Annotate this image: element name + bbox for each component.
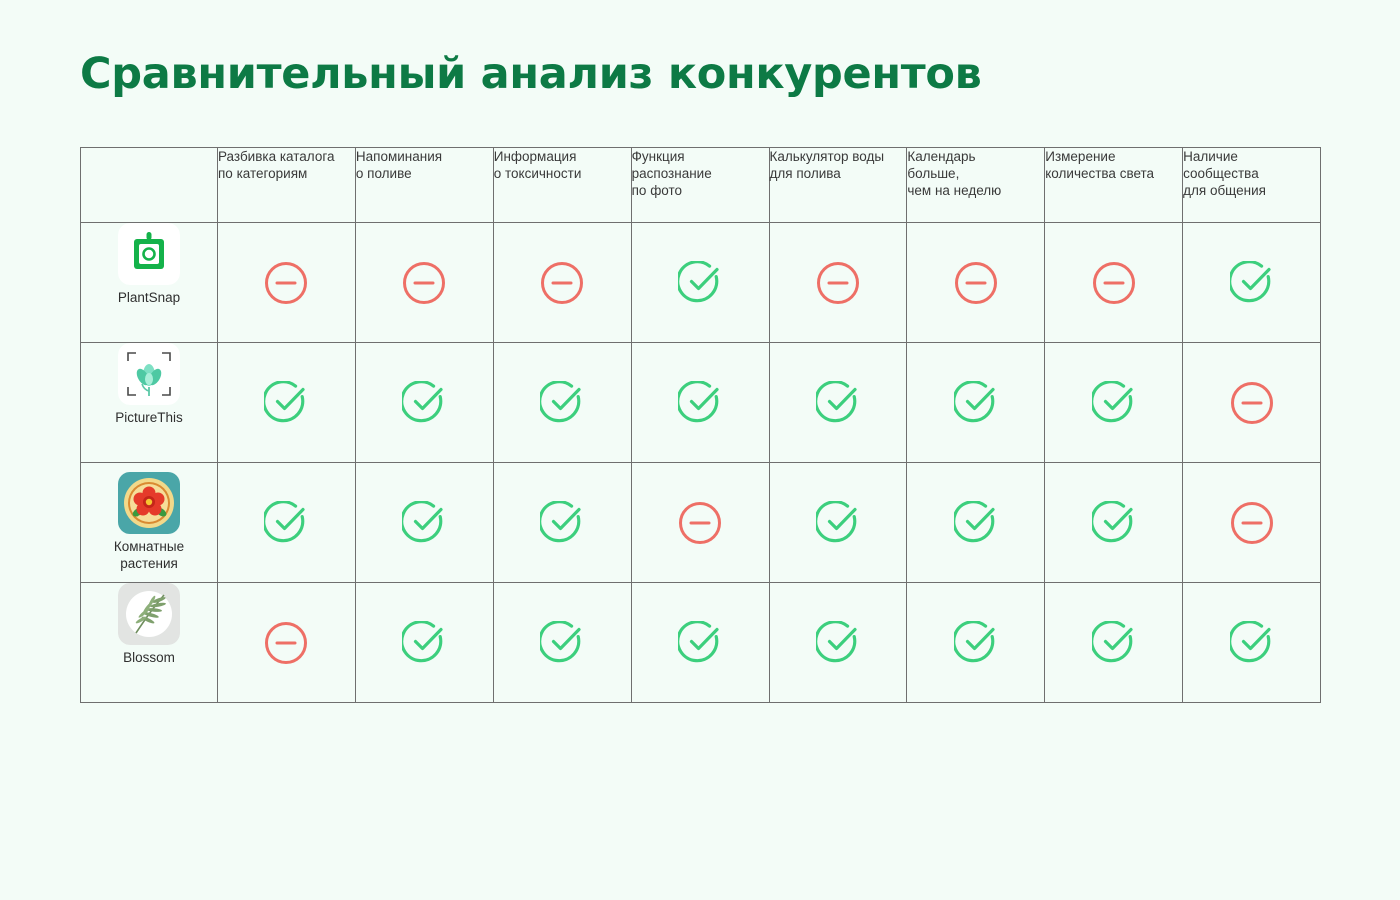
check-circle-icon <box>1091 380 1136 425</box>
minus-circle-icon <box>954 261 998 305</box>
status-cell <box>630 462 770 583</box>
minus-circle-icon <box>1230 381 1274 425</box>
status-cell <box>630 222 770 343</box>
status-cell <box>1044 582 1184 703</box>
status-cell <box>492 342 632 463</box>
minus-circle-icon <box>402 261 446 305</box>
app-name: Blossom <box>123 650 175 665</box>
feature-header-long-calendar: Календарь больше, чем на неделю <box>906 147 1046 223</box>
blossom-logo-icon <box>118 583 180 645</box>
check-circle-icon <box>953 380 998 425</box>
check-circle-icon <box>1091 500 1136 545</box>
app-cell: Комнатные растения <box>80 462 218 583</box>
status-cell <box>1044 222 1184 343</box>
check-circle-icon <box>540 380 584 425</box>
check-circle-icon <box>402 620 446 665</box>
check-circle-icon <box>540 500 584 545</box>
header-row: Разбивка каталога по категориям Напомина… <box>80 147 1321 223</box>
check-circle-icon <box>953 500 998 545</box>
status-cell <box>354 582 494 703</box>
feature-header-watering-reminders: Напоминания о поливе <box>354 147 494 223</box>
app-name: Комнатные растения <box>113 539 185 571</box>
app-row-picturethis: PictureThis <box>80 342 1321 463</box>
check-circle-icon <box>678 260 722 305</box>
status-cell <box>1044 342 1184 463</box>
komnatnye-rasteniya-logo-icon <box>118 472 180 534</box>
check-circle-icon <box>402 380 446 425</box>
check-circle-icon <box>540 620 584 665</box>
status-cell <box>906 342 1046 463</box>
status-cell <box>906 582 1046 703</box>
check-circle-icon <box>678 620 722 665</box>
check-circle-icon <box>815 500 860 545</box>
status-cell <box>1182 582 1321 703</box>
feature-header-catalog: Разбивка каталога по категориям <box>217 147 356 223</box>
status-cell <box>906 462 1046 583</box>
check-circle-icon <box>1229 260 1274 305</box>
status-cell <box>354 222 494 343</box>
app-name: PictureThis <box>115 410 183 425</box>
feature-header-water-calculator: Калькулятор воды для полива <box>768 147 908 223</box>
status-cell <box>768 222 908 343</box>
feature-header-community: Наличие сообщества для общения <box>1182 147 1321 223</box>
app-row-komnatnye-rasteniya: Комнатные растения <box>80 462 1321 583</box>
check-circle-icon <box>264 500 308 545</box>
status-cell <box>1182 462 1321 583</box>
check-circle-icon <box>402 500 446 545</box>
status-cell <box>492 582 632 703</box>
check-circle-icon <box>1229 620 1274 665</box>
minus-circle-icon <box>1092 261 1136 305</box>
page-title: Сравнительный анализ конкурентов <box>80 49 982 99</box>
feature-header-photo-recognition: Функция распознание по фото <box>630 147 770 223</box>
check-circle-icon <box>1091 620 1136 665</box>
app-cell: Blossom <box>80 582 218 703</box>
status-cell <box>906 222 1046 343</box>
status-cell <box>630 582 770 703</box>
status-cell <box>354 342 494 463</box>
status-cell <box>492 462 632 583</box>
feature-header-toxicity-info: Информация о токсичности <box>492 147 632 223</box>
status-cell <box>768 462 908 583</box>
app-name: PlantSnap <box>117 290 181 305</box>
status-cell <box>630 342 770 463</box>
minus-circle-icon <box>816 261 860 305</box>
picturethis-logo-icon <box>118 343 180 405</box>
minus-circle-icon <box>264 261 308 305</box>
status-cell <box>1182 222 1321 343</box>
app-cell: PictureThis <box>80 342 218 463</box>
app-cell: PlantSnap <box>80 222 218 343</box>
status-cell <box>354 462 494 583</box>
status-cell <box>217 222 356 343</box>
app-row-plantsnap: PlantSnap <box>80 222 1321 343</box>
status-cell <box>217 582 356 703</box>
minus-circle-icon <box>678 501 722 545</box>
feature-header-light-meter: Измерение количества света <box>1044 147 1184 223</box>
comparison-table: Разбивка каталога по категориям Напомина… <box>80 147 1321 703</box>
minus-circle-icon <box>264 621 308 665</box>
minus-circle-icon <box>1230 501 1274 545</box>
check-circle-icon <box>815 380 860 425</box>
check-circle-icon <box>678 380 722 425</box>
check-circle-icon <box>953 620 998 665</box>
status-cell <box>217 462 356 583</box>
status-cell <box>1044 462 1184 583</box>
status-cell <box>492 222 632 343</box>
check-circle-icon <box>264 380 308 425</box>
plantsnap-logo-icon <box>118 223 180 285</box>
corner-cell <box>80 147 218 223</box>
app-row-blossom: Blossom <box>80 582 1321 703</box>
status-cell <box>217 342 356 463</box>
status-cell <box>768 582 908 703</box>
status-cell <box>1182 342 1321 463</box>
status-cell <box>768 342 908 463</box>
minus-circle-icon <box>540 261 584 305</box>
check-circle-icon <box>815 620 860 665</box>
